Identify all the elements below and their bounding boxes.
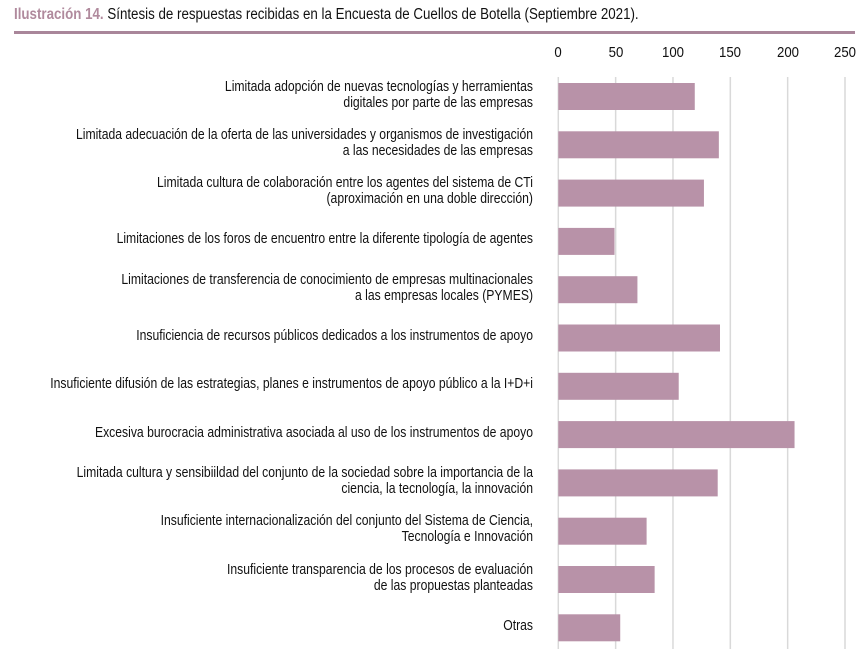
x-tick-label: 0: [554, 44, 562, 61]
bar: [558, 421, 795, 449]
bar: [558, 566, 655, 593]
category-label-line: de las propuestas planteadas: [373, 577, 533, 594]
category-label: Limitaciones de transferencia de conocim…: [0, 272, 533, 304]
category-label: Insuficiencia de recursos públicos dedic…: [0, 328, 533, 344]
x-tick-label: 100: [661, 44, 684, 61]
category-label-line: Insuficiente internacionalización del co…: [160, 513, 533, 530]
category-label-line: a las empresas locales (PYMES): [354, 287, 533, 304]
category-label-line: ciencia, la tecnología, la innovación: [341, 480, 533, 497]
category-label-line: Insuficiente difusión de las estrategias…: [50, 376, 534, 393]
bar: [558, 179, 704, 207]
category-label-line: Limitaciones de transferencia de conocim…: [121, 271, 533, 288]
category-label: Excesiva burocracia administrativa asoci…: [0, 425, 533, 441]
category-label-line: Insuficiente transparencia de los proces…: [226, 561, 533, 578]
title-rule: [14, 31, 855, 34]
bar: [558, 227, 615, 255]
category-label-line: (aproximación en una doble dirección): [326, 191, 533, 208]
category-label: Insuficiente transparencia de los proces…: [0, 562, 533, 594]
x-tick-label: 50: [608, 44, 623, 61]
x-tick-label: 250: [833, 44, 857, 61]
category-label-line: Limitaciones de los foros de encuentro e…: [116, 231, 533, 248]
category-label-line: Otras: [503, 617, 533, 634]
bar: [558, 517, 647, 545]
bar: [558, 276, 638, 304]
figure-caption: Síntesis de respuestas recibidas en la E…: [107, 6, 639, 23]
category-label-line: Tecnología e Innovación: [401, 529, 533, 546]
category-label: Otras: [0, 618, 533, 634]
category-label: Insuficiente difusión de las estrategias…: [0, 376, 533, 392]
x-tick-label: 150: [719, 44, 742, 61]
category-label-line: Limitada cultura de colaboración entre l…: [157, 175, 533, 192]
figure-number: Ilustración 14.: [14, 6, 104, 23]
category-label-line: Insuficiencia de recursos públicos dedic…: [136, 328, 533, 344]
figure-title: Ilustración 14. Síntesis de respuestas r…: [14, 6, 639, 24]
category-label-line: digitales por parte de las empresas: [343, 94, 533, 111]
bar: [558, 131, 719, 159]
category-label-line: Limitada adecuación de la oferta de las …: [75, 126, 533, 143]
category-label: Limitada adecuación de la oferta de las …: [0, 127, 533, 159]
bar: [558, 324, 720, 352]
category-label: Limitada adopción de nuevas tecnologías …: [0, 79, 533, 111]
category-label: Limitaciones de los foros de encuentro e…: [0, 231, 533, 247]
bar: [558, 83, 695, 110]
category-label: Limitada cultura de colaboración entre l…: [0, 175, 533, 207]
category-label-line: Limitada adopción de nuevas tecnologías …: [224, 78, 533, 95]
category-label-line: Excesiva burocracia administrativa asoci…: [94, 424, 533, 441]
category-label: Limitada cultura y sensibiildad del conj…: [0, 465, 533, 497]
category-label-line: Limitada cultura y sensibiildad del conj…: [76, 464, 534, 481]
category-label-line: a las necesidades de las empresas: [342, 142, 533, 159]
bar: [558, 372, 679, 400]
bar: [558, 469, 718, 497]
bar: [558, 614, 621, 642]
x-tick-label: 200: [776, 44, 799, 61]
category-label: Insuficiente internacionalización del co…: [0, 513, 533, 545]
